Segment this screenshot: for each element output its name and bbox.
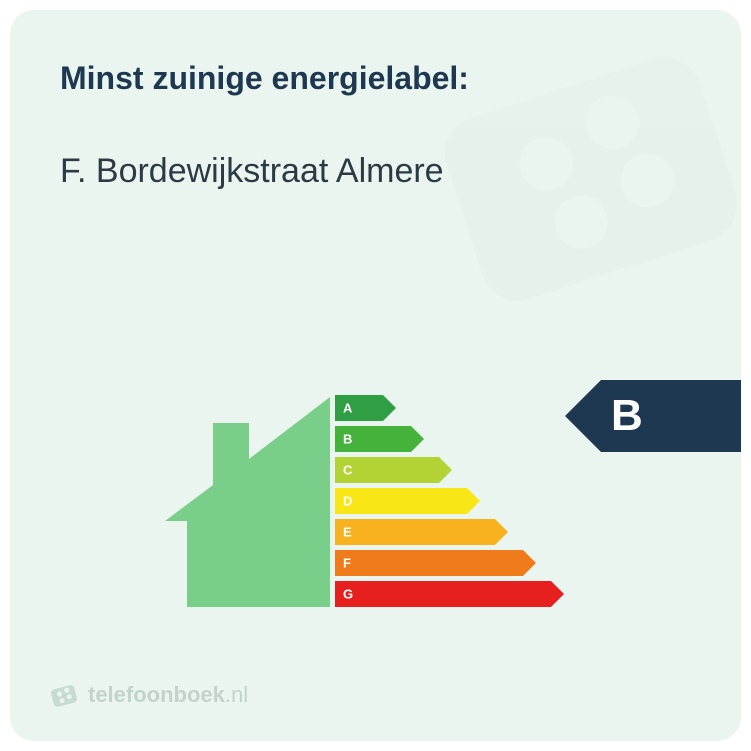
card-subtitle: F. Bordewijkstraat Almere [60,152,691,191]
bar-arrow-icon [411,426,424,452]
energy-bar-a: A [335,395,551,421]
rating-badge: B [565,380,741,452]
bar-label: E [343,525,352,540]
bar-body: F [335,550,523,576]
bar-body: A [335,395,383,421]
house-icon [165,397,330,607]
energy-bars: A B C D E F G [335,395,551,612]
bar-arrow-icon [439,457,452,483]
energy-bar-g: G [335,581,551,607]
bar-body: B [335,426,411,452]
bar-arrow-icon [467,488,480,514]
bar-label: G [343,587,353,602]
bar-arrow-icon [523,550,536,576]
card-title: Minst zuinige energielabel: [60,60,691,97]
energy-bar-c: C [335,457,551,483]
badge-arrow [565,380,601,452]
bar-body: G [335,581,551,607]
bar-arrow-icon [495,519,508,545]
rating-letter: B [611,391,643,441]
bar-body: C [335,457,439,483]
energy-bar-d: D [335,488,551,514]
bar-body: E [335,519,495,545]
footer-brand-light: .nl [225,682,248,707]
bar-arrow-icon [551,581,564,607]
footer-logo: telefoonboek.nl [48,679,248,711]
bar-label: C [343,463,352,478]
energy-bar-b: B [335,426,551,452]
energy-bar-e: E [335,519,551,545]
badge-body: B [601,380,741,452]
bar-label: F [343,556,351,571]
footer-logo-icon [48,679,80,711]
bar-arrow-icon [383,395,396,421]
bar-label: D [343,494,352,509]
energy-bar-f: F [335,550,551,576]
bar-body: D [335,488,467,514]
footer-brand-bold: telefoonboek [88,682,225,707]
footer-brand: telefoonboek.nl [88,682,248,708]
bar-label: B [343,432,352,447]
energy-label-card: Minst zuinige energielabel: F. Bordewijk… [10,10,741,741]
bar-label: A [343,401,352,416]
